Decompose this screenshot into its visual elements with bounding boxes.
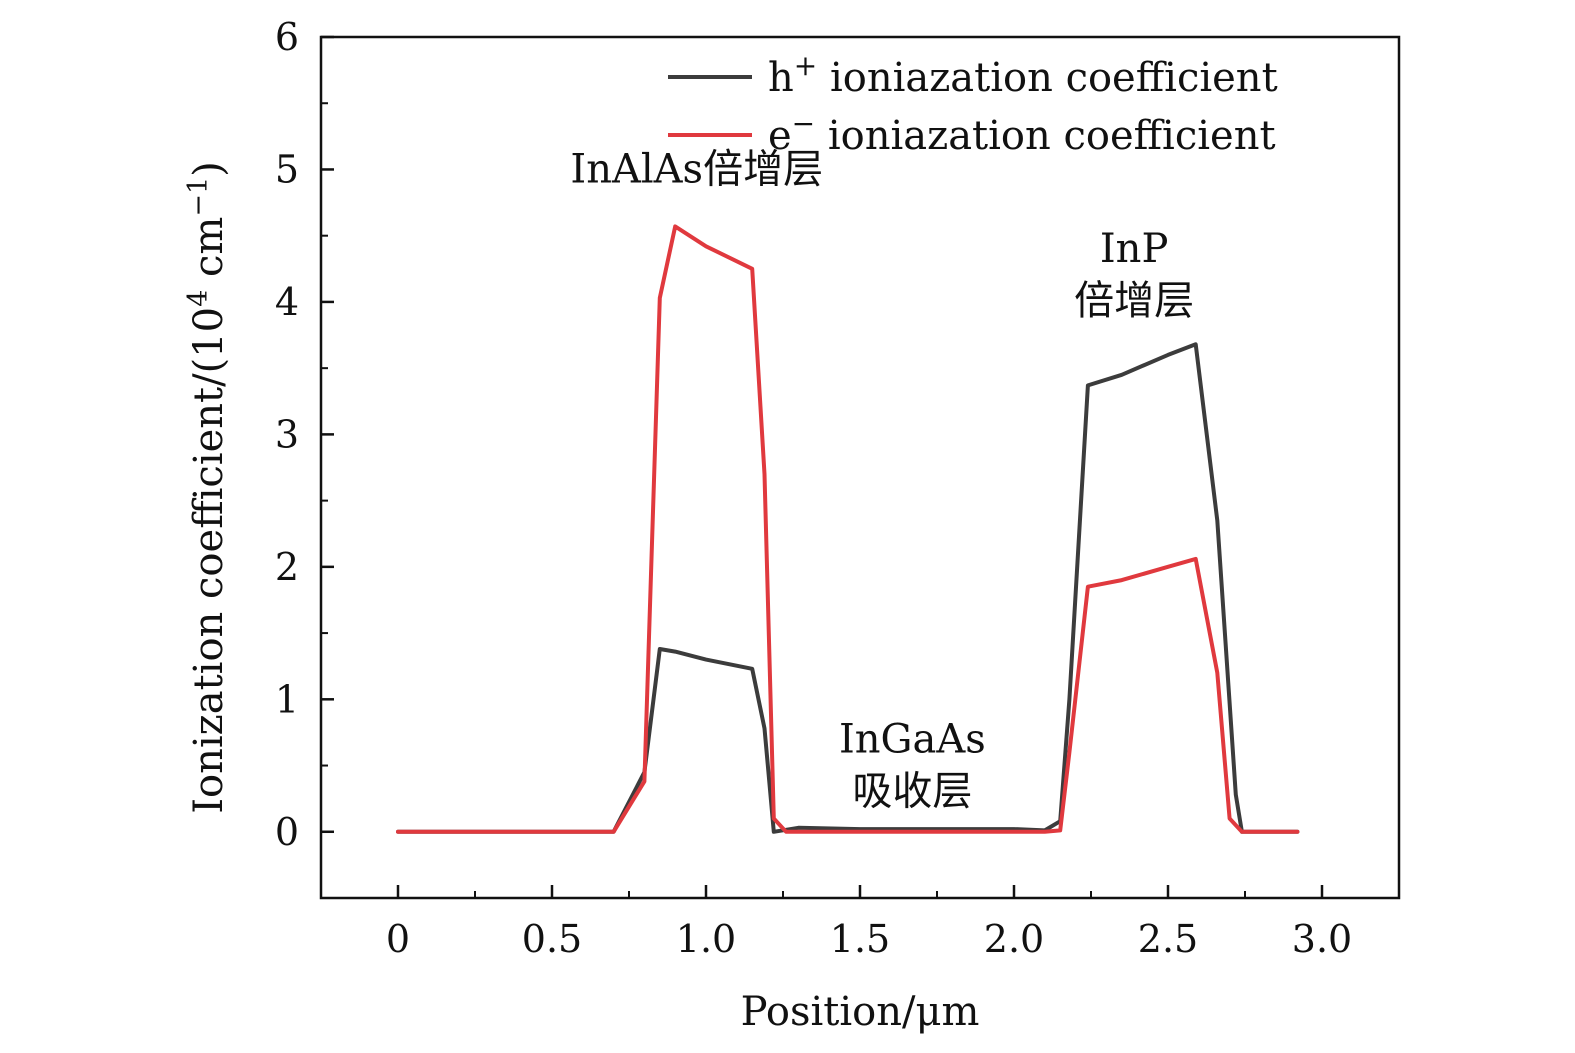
y-tick-label: 1 bbox=[275, 677, 299, 721]
annotation-inp: 倍增层 bbox=[1074, 278, 1194, 324]
series-layer bbox=[396, 224, 1300, 834]
annotation-inalas: InAlAs倍增层 bbox=[570, 147, 823, 193]
series-line-hole bbox=[396, 342, 1300, 834]
y-axis-title: Ionization coefficient/(104 cm−1) bbox=[183, 161, 233, 814]
x-tick-label: 1.0 bbox=[676, 917, 736, 961]
annotations: InAlAs倍增层 InP 倍增层 InGaAs 吸收层 bbox=[570, 147, 1194, 815]
y-tick-label: 6 bbox=[275, 15, 299, 59]
y-axis-title-unit: cm bbox=[186, 217, 232, 290]
x-axis-title: Position/μm bbox=[741, 989, 980, 1035]
y-tick-label: 3 bbox=[275, 412, 299, 456]
y-axis-title-exp: 4 bbox=[183, 290, 214, 307]
x-tick-label: 2.5 bbox=[1138, 917, 1198, 961]
x-tick-label: 1.5 bbox=[830, 917, 890, 961]
y-axis-title-main: Ionization coefficient/(10 bbox=[186, 307, 232, 814]
annotation-ingaas: 吸收层 bbox=[852, 768, 972, 814]
legend-label: h+ ioniazation coefficient bbox=[768, 49, 1278, 102]
series-line-electron bbox=[396, 224, 1300, 834]
y-tick-label: 0 bbox=[275, 810, 299, 854]
y-tick-label: 5 bbox=[275, 147, 299, 191]
x-tick-label: 0 bbox=[386, 917, 410, 961]
legend-label: e− ioniazation coefficient bbox=[768, 107, 1276, 160]
annotation-inp: InP bbox=[1100, 226, 1168, 272]
y-axis-title-unit-exp: −1 bbox=[183, 177, 214, 217]
x-tick-label: 0.5 bbox=[522, 917, 582, 961]
x-tick-label: 3.0 bbox=[1292, 917, 1352, 961]
y-tick-label: 4 bbox=[275, 280, 299, 324]
annotation-ingaas: InGaAs bbox=[839, 716, 986, 762]
x-tick-label: 2.0 bbox=[984, 917, 1044, 961]
axis-ticks bbox=[321, 35, 1324, 898]
y-tick-label: 2 bbox=[275, 545, 299, 589]
axis-tick-labels: 0 0.5 1.0 1.5 2.0 2.5 3.0 0 1 2 3 4 5 6 bbox=[275, 15, 1352, 961]
y-axis-title-close: ) bbox=[186, 161, 232, 177]
